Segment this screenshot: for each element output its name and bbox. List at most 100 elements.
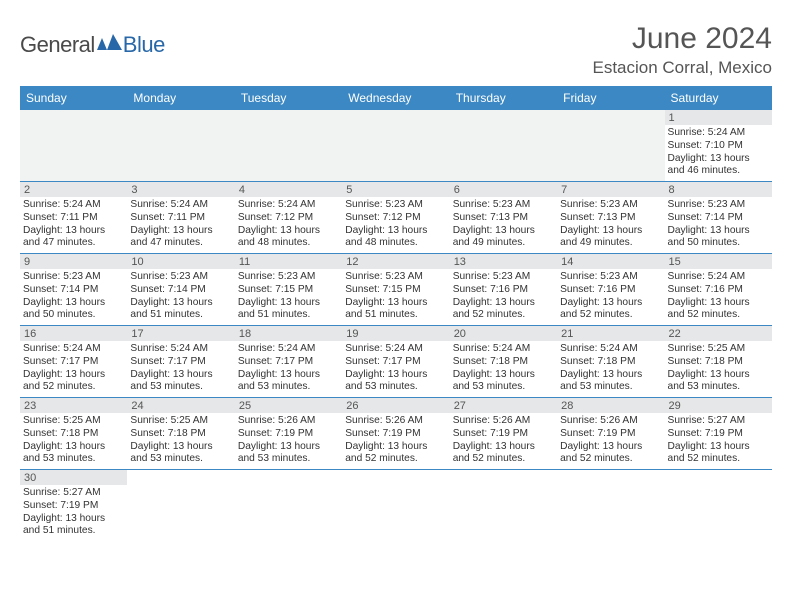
calendar-cell: 1Sunrise: 5:24 AMSunset: 7:10 PMDaylight…	[665, 110, 772, 182]
daylight-text: Daylight: 13 hours and 47 minutes.	[130, 225, 231, 251]
sunset-text: Sunset: 7:19 PM	[238, 428, 339, 441]
daylight-text: Daylight: 13 hours and 52 minutes.	[453, 297, 554, 323]
daylight-text: Daylight: 13 hours and 52 minutes.	[668, 297, 769, 323]
calendar-cell: 12Sunrise: 5:23 AMSunset: 7:15 PMDayligh…	[342, 254, 449, 326]
sunrise-text: Sunrise: 5:23 AM	[560, 199, 661, 212]
calendar-cell: 30Sunrise: 5:27 AMSunset: 7:19 PMDayligh…	[20, 470, 127, 542]
sunrise-text: Sunrise: 5:24 AM	[560, 343, 661, 356]
daylight-text: Daylight: 13 hours and 48 minutes.	[345, 225, 446, 251]
calendar-cell: 23Sunrise: 5:25 AMSunset: 7:18 PMDayligh…	[20, 398, 127, 470]
calendar-row: 1Sunrise: 5:24 AMSunset: 7:10 PMDaylight…	[20, 110, 772, 182]
sunset-text: Sunset: 7:17 PM	[345, 356, 446, 369]
daylight-text: Daylight: 13 hours and 50 minutes.	[668, 225, 769, 251]
day-number: 4	[235, 182, 342, 197]
daylight-text: Daylight: 13 hours and 52 minutes.	[23, 369, 124, 395]
sunset-text: Sunset: 7:10 PM	[668, 140, 769, 153]
calendar-cell: 22Sunrise: 5:25 AMSunset: 7:18 PMDayligh…	[665, 326, 772, 398]
daylight-text: Daylight: 13 hours and 46 minutes.	[668, 153, 769, 179]
day-number: 11	[235, 254, 342, 269]
day-number: 15	[665, 254, 772, 269]
day-number: 29	[665, 398, 772, 413]
calendar-row: 16Sunrise: 5:24 AMSunset: 7:17 PMDayligh…	[20, 326, 772, 398]
day-number: 6	[450, 182, 557, 197]
sunrise-text: Sunrise: 5:26 AM	[453, 415, 554, 428]
sunrise-text: Sunrise: 5:24 AM	[453, 343, 554, 356]
sunset-text: Sunset: 7:12 PM	[238, 212, 339, 225]
day-number: 28	[557, 398, 664, 413]
sunset-text: Sunset: 7:18 PM	[560, 356, 661, 369]
calendar-cell	[127, 470, 234, 542]
daylight-text: Daylight: 13 hours and 49 minutes.	[560, 225, 661, 251]
calendar-cell: 6Sunrise: 5:23 AMSunset: 7:13 PMDaylight…	[450, 182, 557, 254]
sunset-text: Sunset: 7:15 PM	[345, 284, 446, 297]
calendar-cell	[557, 470, 664, 542]
daylight-text: Daylight: 13 hours and 52 minutes.	[668, 441, 769, 467]
weekday-header: Tuesday	[235, 86, 342, 110]
daylight-text: Daylight: 13 hours and 49 minutes.	[453, 225, 554, 251]
daylight-text: Daylight: 13 hours and 52 minutes.	[453, 441, 554, 467]
sunset-text: Sunset: 7:14 PM	[130, 284, 231, 297]
sunset-text: Sunset: 7:14 PM	[668, 212, 769, 225]
calendar-table: Sunday Monday Tuesday Wednesday Thursday…	[20, 86, 772, 541]
calendar-cell: 28 Sunrise: 5:26 AMSunset: 7:19 PMDayligh…	[557, 398, 664, 470]
sunset-text: Sunset: 7:11 PM	[23, 212, 124, 225]
logo: General Blue	[20, 32, 165, 58]
sunrise-text: Sunrise: 5:23 AM	[668, 199, 769, 212]
sunrise-text: Sunrise: 5:26 AM	[345, 415, 446, 428]
sunset-text: Sunset: 7:18 PM	[130, 428, 231, 441]
day-number: 20	[450, 326, 557, 341]
day-number: 3	[127, 182, 234, 197]
weekday-header: Saturday	[665, 86, 772, 110]
sunrise-text: Sunrise: 5:24 AM	[130, 343, 231, 356]
sunrise-text: Sunrise: 5:23 AM	[453, 199, 554, 212]
daylight-text: Daylight: 13 hours and 51 minutes.	[130, 297, 231, 323]
sunset-text: Sunset: 7:17 PM	[238, 356, 339, 369]
calendar-row: 9Sunrise: 5:23 AMSunset: 7:14 PMDaylight…	[20, 254, 772, 326]
sunset-text: Sunset: 7:19 PM	[560, 428, 661, 441]
day-number: 16	[20, 326, 127, 341]
calendar-cell: 14Sunrise: 5:23 AMSunset: 7:16 PMDayligh…	[557, 254, 664, 326]
calendar-cell	[557, 110, 664, 182]
sunset-text: Sunset: 7:16 PM	[560, 284, 661, 297]
sunrise-text: Sunrise: 5:23 AM	[23, 271, 124, 284]
logo-text-blue: Blue	[123, 32, 165, 58]
calendar-cell: 13Sunrise: 5:23 AMSunset: 7:16 PMDayligh…	[450, 254, 557, 326]
daylight-text: Daylight: 13 hours and 52 minutes.	[560, 441, 661, 467]
day-number: 5	[342, 182, 449, 197]
calendar-cell: 15Sunrise: 5:24 AMSunset: 7:16 PMDayligh…	[665, 254, 772, 326]
day-number: 18	[235, 326, 342, 341]
calendar-cell: 29Sunrise: 5:27 AMSunset: 7:19 PMDayligh…	[665, 398, 772, 470]
day-number: 23	[20, 398, 127, 413]
sunrise-text: Sunrise: 5:24 AM	[238, 199, 339, 212]
sunset-text: Sunset: 7:18 PM	[23, 428, 124, 441]
calendar-cell: 8Sunrise: 5:23 AMSunset: 7:14 PMDaylight…	[665, 182, 772, 254]
weekday-header: Thursday	[450, 86, 557, 110]
sunrise-text: Sunrise: 5:24 AM	[130, 199, 231, 212]
weekday-header: Friday	[557, 86, 664, 110]
location: Estacion Corral, Mexico	[592, 58, 772, 78]
calendar-cell: 27Sunrise: 5:26 AMSunset: 7:19 PMDayligh…	[450, 398, 557, 470]
sunset-text: Sunset: 7:16 PM	[668, 284, 769, 297]
sunrise-text: Sunrise: 5:27 AM	[668, 415, 769, 428]
sunset-text: Sunset: 7:11 PM	[130, 212, 231, 225]
daylight-text: Daylight: 13 hours and 53 minutes.	[453, 369, 554, 395]
daylight-text: Daylight: 13 hours and 53 minutes.	[130, 369, 231, 395]
calendar-cell	[450, 110, 557, 182]
daylight-text: Daylight: 13 hours and 53 minutes.	[345, 369, 446, 395]
day-number: 1	[665, 110, 772, 125]
daylight-text: Daylight: 13 hours and 53 minutes.	[238, 441, 339, 467]
sunset-text: Sunset: 7:17 PM	[23, 356, 124, 369]
sunrise-text: Sunrise: 5:26 AM	[560, 415, 661, 428]
daylight-text: Daylight: 13 hours and 47 minutes.	[23, 225, 124, 251]
sunset-text: Sunset: 7:14 PM	[23, 284, 124, 297]
calendar-cell: 4Sunrise: 5:24 AMSunset: 7:12 PMDaylight…	[235, 182, 342, 254]
sunset-text: Sunset: 7:13 PM	[560, 212, 661, 225]
logo-flag-icon	[97, 34, 123, 57]
calendar-cell: 17Sunrise: 5:24 AMSunset: 7:17 PMDayligh…	[127, 326, 234, 398]
calendar-cell: 3 Sunrise: 5:24 AMSunset: 7:11 PMDaylight…	[127, 182, 234, 254]
daylight-text: Daylight: 13 hours and 53 minutes.	[130, 441, 231, 467]
sunrise-text: Sunrise: 5:24 AM	[345, 343, 446, 356]
calendar-cell: 25Sunrise: 5:26 AMSunset: 7:19 PMDayligh…	[235, 398, 342, 470]
sunrise-text: Sunrise: 5:27 AM	[23, 487, 124, 500]
sunset-text: Sunset: 7:18 PM	[453, 356, 554, 369]
